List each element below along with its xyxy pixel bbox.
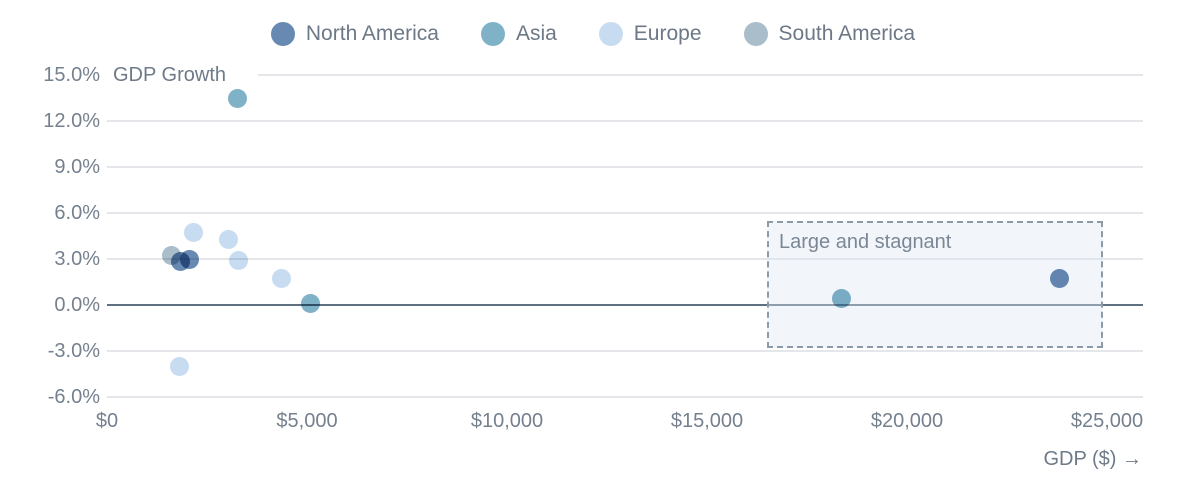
x-tick-label: $0 xyxy=(95,410,119,432)
gridline-y--3 xyxy=(107,350,1143,352)
gridline-y-12 xyxy=(107,120,1143,122)
legend-label: Asia xyxy=(515,22,557,45)
gridline-y-15 xyxy=(258,74,1143,76)
data-point-europe-2[interactable] xyxy=(228,251,248,271)
data-point-south-america-0[interactable] xyxy=(161,246,181,266)
data-point-europe-1[interactable] xyxy=(218,229,238,249)
data-point-north-america-2[interactable] xyxy=(1049,269,1069,289)
annotation-label: Large and stagnant xyxy=(779,230,952,253)
gridline-y-9 xyxy=(107,166,1143,168)
legend-swatch-south-america xyxy=(743,22,768,46)
y-axis-title: GDP Growth xyxy=(113,64,226,86)
data-point-asia-1[interactable] xyxy=(300,293,320,313)
legend-swatch-asia xyxy=(480,22,505,46)
gridline-y-6 xyxy=(107,212,1143,214)
legend-item-south-america[interactable]: South America xyxy=(743,22,916,46)
legend-label: Europe xyxy=(633,22,702,45)
legend-label: South America xyxy=(778,22,916,45)
y-tick-label: -3.0% xyxy=(47,339,100,362)
gridline-y-3 xyxy=(107,258,1143,260)
y-tick-label: 9.0% xyxy=(54,156,100,179)
x-tick-label: $5,000 xyxy=(276,410,338,432)
y-tick-label: 6.0% xyxy=(54,202,100,225)
annotation-box-large-and-stagnant xyxy=(767,220,1103,348)
legend-swatch-europe xyxy=(598,22,623,46)
chart-legend: North America Asia Europe South America xyxy=(0,22,1186,46)
y-tick-label: 15.0% xyxy=(43,64,100,87)
data-point-europe-4[interactable] xyxy=(169,356,189,376)
legend-swatch-north-america xyxy=(270,22,295,46)
legend-item-north-america[interactable]: North America xyxy=(270,22,439,46)
legend-item-europe[interactable]: Europe xyxy=(598,22,702,46)
zero-baseline xyxy=(107,304,1143,306)
y-tick-label: -6.0% xyxy=(47,385,100,408)
legend-label: North America xyxy=(305,22,439,45)
x-tick-label: $10,000 xyxy=(470,410,544,432)
x-axis-title: GDP ($) → xyxy=(1043,448,1142,470)
x-tick-label: $15,000 xyxy=(670,410,744,432)
legend-item-asia[interactable]: Asia xyxy=(480,22,557,46)
data-point-asia-2[interactable] xyxy=(831,289,851,309)
data-point-europe-3[interactable] xyxy=(271,269,291,289)
gridline-y--6 xyxy=(107,396,1143,398)
y-tick-label: 3.0% xyxy=(54,248,100,270)
data-point-asia-0[interactable] xyxy=(227,88,247,108)
x-tick-label: $20,000 xyxy=(870,410,944,432)
y-tick-label: 12.0% xyxy=(43,110,100,133)
y-tick-label: 0.0% xyxy=(54,294,100,316)
x-tick-label: $25,000 xyxy=(1070,410,1144,432)
data-point-north-america-1[interactable] xyxy=(179,250,199,270)
data-point-europe-0[interactable] xyxy=(183,223,203,243)
